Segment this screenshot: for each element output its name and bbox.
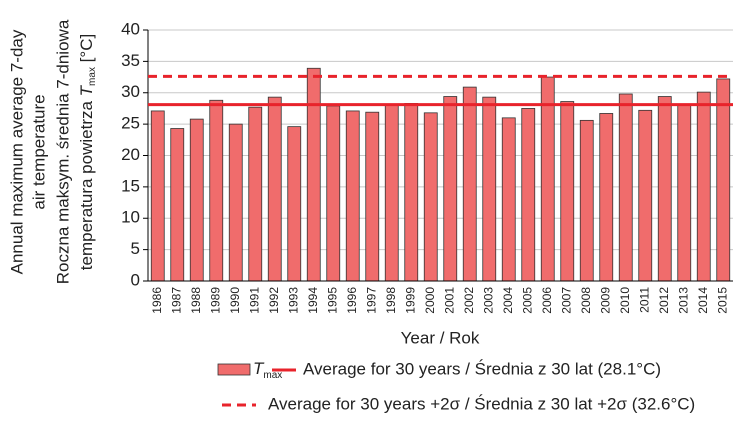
x-tick-label: 2008 [579, 287, 593, 314]
x-tick-label: 1995 [325, 287, 339, 314]
y-tick-label: 15 [121, 176, 140, 195]
bar [267, 96, 282, 282]
legend-swatch [217, 363, 251, 376]
y-label-line: temperatura powietrza Tmax [°C] [77, 34, 97, 270]
y-tick-label: 25 [121, 114, 140, 133]
x-tick-label: 1993 [286, 287, 300, 314]
bar [599, 113, 614, 282]
bar [306, 67, 321, 282]
y-tick-label: 30 [121, 82, 140, 101]
x-tick-label: 1988 [189, 287, 203, 314]
bar [209, 99, 224, 282]
y-label-text: temperatura powietrza [77, 96, 96, 270]
bar [482, 96, 497, 282]
bar [423, 112, 438, 282]
x-tick-label: 2012 [657, 287, 671, 314]
x-tick-label: 1991 [247, 287, 261, 314]
x-tick-label: 2015 [715, 287, 729, 314]
y-tick-label: 10 [121, 208, 140, 227]
x-tick-label: 1999 [403, 287, 417, 314]
x-tick-label: 2000 [423, 287, 437, 314]
y-tick-label: 0 [131, 270, 140, 289]
bar [579, 119, 594, 282]
x-tick-label: 1990 [228, 287, 242, 314]
bar [248, 106, 263, 282]
y-label-line: Annual maximum average 7-day [7, 29, 26, 274]
y-tick-label: 40 [121, 19, 140, 38]
legend-label: Average for 30 years / Średnia z 30 lat … [303, 359, 661, 378]
bar [404, 103, 419, 282]
y-tick-label: 35 [121, 51, 140, 70]
legend-label: Average for 30 years +2σ / Średnia z 30 … [268, 394, 695, 413]
y-tick-label: 20 [121, 145, 140, 164]
bar [384, 104, 399, 282]
bar [638, 109, 653, 282]
x-tick-label: 2005 [520, 287, 534, 314]
y-label-line: Roczna maksym. średnia 7-dniowa [53, 19, 72, 284]
x-tick-label: 1997 [364, 287, 378, 314]
x-tick-label: 2007 [559, 287, 573, 314]
bar [696, 91, 711, 282]
x-tick-label: 2014 [696, 287, 710, 314]
bar [326, 105, 341, 282]
x-tick-label: 1992 [267, 287, 281, 314]
legend-label: Tmax [253, 359, 282, 380]
bar [365, 111, 380, 282]
x-tick-label: 1989 [208, 287, 222, 314]
y-label-subscript: max [87, 67, 98, 86]
bar [618, 93, 633, 282]
bar [521, 108, 536, 282]
y-tick-label: 5 [131, 239, 140, 258]
x-tick-label: 2010 [618, 287, 632, 314]
x-tick-label: 2003 [481, 287, 495, 314]
bar [150, 110, 165, 282]
x-tick-label: 2006 [540, 287, 554, 314]
x-tick-label: 1987 [169, 287, 183, 314]
bar [287, 126, 302, 282]
bar [716, 78, 731, 282]
bar [677, 104, 692, 282]
x-tick-label: 2009 [598, 287, 612, 314]
bar [462, 86, 477, 282]
y-label-symbol: T [77, 84, 96, 96]
bar [345, 110, 360, 282]
x-tick-label: 1998 [384, 287, 398, 314]
x-tick-label: 2013 [676, 287, 690, 314]
bar [189, 118, 204, 282]
bar [443, 96, 458, 282]
x-tick-label: 2011 [637, 287, 651, 313]
bar [170, 128, 185, 282]
bar [657, 96, 672, 282]
x-tick-label: 1996 [345, 287, 359, 314]
y-label-line: air temperature [29, 94, 48, 209]
bar [540, 76, 555, 282]
bar [560, 101, 575, 282]
x-tick-label: 2004 [501, 287, 515, 314]
bar [501, 117, 516, 282]
legend-symbol: T [253, 359, 265, 378]
legend-subscript: max [263, 370, 282, 381]
x-axis-label: Year / Rok [401, 328, 480, 347]
bar [228, 123, 243, 282]
x-tick-label: 2001 [442, 287, 456, 314]
y-label-unit: [°C] [77, 34, 96, 67]
x-tick-label: 1986 [150, 287, 164, 314]
x-tick-label: 2002 [462, 287, 476, 314]
y-axis-label: Annual maximum average 7-day air temperat… [7, 19, 97, 284]
x-tick-label: 1994 [306, 287, 320, 314]
